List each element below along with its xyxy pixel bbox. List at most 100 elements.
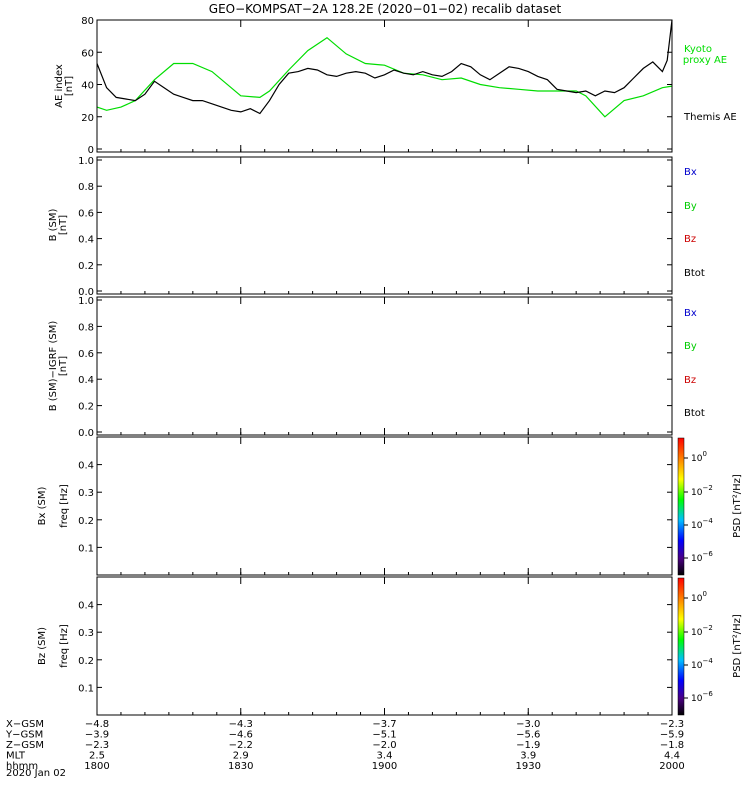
colorbar-tick-label: 10−2 — [691, 484, 713, 498]
figure-title: GEO−KOMPSAT−2A 128.2E (2020−01−02) recal… — [209, 2, 562, 16]
ytick-label: 60 — [81, 48, 94, 59]
x-axis-annotations: X−GSM −4.8 −4.3 −3.7 −3.0 −2.3 Y−GSM −3.9 −4.6 −5… — [5, 719, 685, 772]
legend-themis: Themis AE — [683, 112, 737, 123]
xrow-value: 1800 — [84, 761, 109, 772]
panel-b-sm: B (SM) [nT] 0.00.20.40.60.81.0 Bx By Bz … — [48, 156, 705, 298]
ytick-label: 0.6 — [78, 349, 94, 360]
xrow-value: −5.1 — [372, 730, 396, 741]
bzspec-colorbar-ticks: 100 10−2 10−4 10−6 — [684, 590, 713, 704]
xrow-value: −3.9 — [85, 730, 109, 741]
xrow-value: −3.7 — [372, 719, 396, 730]
bzspec-yticks: 0.1 0.2 0.3 0.4 — [78, 601, 672, 694]
ytick-label: 0.0 — [78, 287, 94, 298]
colorbar-tick-label: 10−6 — [691, 690, 713, 704]
bsm-legend-btot: Btot — [684, 268, 705, 279]
panel-b-igrf: B (SM)−IGRF (SM) [nT] 0.0 0.2 0.4 0.6 0.8 1.0… — [48, 296, 705, 439]
bxspec-yticks: 0.1 0.2 0.3 0.4 — [78, 461, 672, 554]
ytick-label: 0.2 — [78, 516, 94, 527]
bxspec-colorbar — [677, 437, 685, 576]
bsm-axes-frame — [96, 156, 673, 295]
xrow-value: −4.8 — [85, 719, 109, 730]
series-kyoto-proxy-ae — [96, 36, 673, 118]
xrow-value: −2.3 — [85, 740, 109, 751]
xrow-value: 1930 — [516, 761, 541, 772]
ytick-label: 0.1 — [78, 543, 94, 554]
bxspec-axes-frame — [96, 436, 673, 576]
colorbar-tick-label: 10−6 — [691, 550, 713, 564]
bzspec-colorbar — [677, 577, 685, 716]
colorbar-tick-label: 100 — [691, 450, 707, 464]
ytick-label: 0.3 — [78, 628, 94, 639]
ytick-label: 0.2 — [78, 402, 94, 413]
bxspec-colorbar-ticks: 100 10−2 10−4 10−6 — [684, 450, 713, 564]
xrow-label: Y−GSM — [5, 730, 43, 741]
panel-bz-spectrogram: Bz (SM) freq [Hz] 0.10.20.30.4 10010−210… — [37, 576, 743, 716]
xrow-label: MLT — [6, 751, 26, 762]
ytick-label: 0.8 — [78, 322, 94, 333]
ytick-label: 1.0 — [78, 156, 94, 167]
bigrf-legend-bz: Bz — [684, 375, 696, 386]
ytick-label: 0 — [88, 145, 94, 156]
panel-bx-spectrogram: Bx (SM) freq [Hz] 0.10.20.30.4 10010−210… — [37, 436, 743, 576]
xrow-label: Z−GSM — [6, 740, 44, 751]
bzspec-ylabel: Bz (SM) — [37, 627, 48, 665]
ytick-label: 0.4 — [78, 235, 94, 246]
xrow-value: −2.3 — [660, 719, 684, 730]
bsm-yunit: [nT] — [58, 215, 69, 235]
ae-axes-frame — [96, 19, 673, 153]
bsm-ylabel: B (SM) — [48, 208, 59, 241]
ytick-label: 0.4 — [78, 375, 94, 386]
xrow-value: −2.0 — [372, 740, 396, 751]
xrow-value: −3.0 — [516, 719, 540, 730]
xrow-label: hhmm — [6, 761, 38, 772]
ytick-label: 0.2 — [78, 261, 94, 272]
ae-ylabel: AE index — [54, 64, 65, 108]
ytick-label: 0.6 — [78, 208, 94, 219]
ytick-label: 0.2 — [78, 656, 94, 667]
bzspec-colorbar-label: PSD [nT²/Hz] — [732, 614, 743, 678]
bzspec-yunit: freq [Hz] — [59, 624, 70, 668]
xrow-value: 4.4 — [664, 751, 680, 762]
ytick-label: 0.3 — [78, 488, 94, 499]
bzspec-axes-frame — [96, 576, 673, 716]
ytick-label: 0.0 — [78, 428, 94, 439]
xrow-value: 1830 — [228, 761, 253, 772]
bxspec-yunit: freq [Hz] — [59, 484, 70, 528]
colorbar-tick-label: 10−2 — [691, 624, 713, 638]
x-axis-ticks — [96, 20, 673, 715]
xrow-value: −2.2 — [229, 740, 253, 751]
ae-yunit: [nT] — [64, 76, 75, 96]
xrow-value: 2000 — [659, 761, 684, 772]
xrow-value: 3.9 — [520, 751, 536, 762]
legend-kyoto-line1: Kyoto — [684, 44, 712, 55]
colorbar-tick-label: 100 — [691, 590, 707, 604]
xrow-value: −5.9 — [660, 730, 684, 741]
bsm-legend-bz: Bz — [684, 234, 696, 245]
xrow-value: −4.3 — [229, 719, 253, 730]
bxspec-colorbar-label: PSD [nT²/Hz] — [732, 474, 743, 538]
bigrf-legend-bx: Bx — [684, 308, 697, 319]
xrow-value: 2.5 — [89, 751, 105, 762]
colorbar-tick-label: 10−4 — [691, 517, 713, 531]
ytick-label: 0.4 — [78, 461, 94, 472]
ytick-label: 20 — [81, 113, 94, 124]
bigrf-ylabel: B (SM)−IGRF (SM) — [48, 321, 59, 412]
xrow-value: −1.9 — [516, 740, 540, 751]
xrow-value: −1.8 — [660, 740, 684, 751]
bigrf-legend-by: By — [684, 341, 697, 352]
bigrf-yticks: 0.0 0.2 0.4 0.6 0.8 1.0 — [78, 296, 672, 439]
ytick-label: 0.8 — [78, 182, 94, 193]
ytick-label: 1.0 — [78, 296, 94, 307]
ytick-label: 40 — [81, 81, 94, 92]
bigrf-yunit: [nT] — [58, 356, 69, 376]
bigrf-legend-btot: Btot — [684, 408, 705, 419]
xrow-value: 1900 — [372, 761, 397, 772]
xrow-value: 2.9 — [233, 751, 249, 762]
bigrf-axes-frame — [96, 296, 673, 436]
panel-ae-index: AE index [nT] 0 20 40 60 80 Kyoto proxy AE T… — [54, 16, 737, 156]
ytick-label: 0.1 — [78, 683, 94, 694]
xrow-value: −4.6 — [229, 730, 253, 741]
ae-lines — [96, 19, 673, 118]
legend-kyoto-line2: proxy AE — [683, 55, 727, 66]
